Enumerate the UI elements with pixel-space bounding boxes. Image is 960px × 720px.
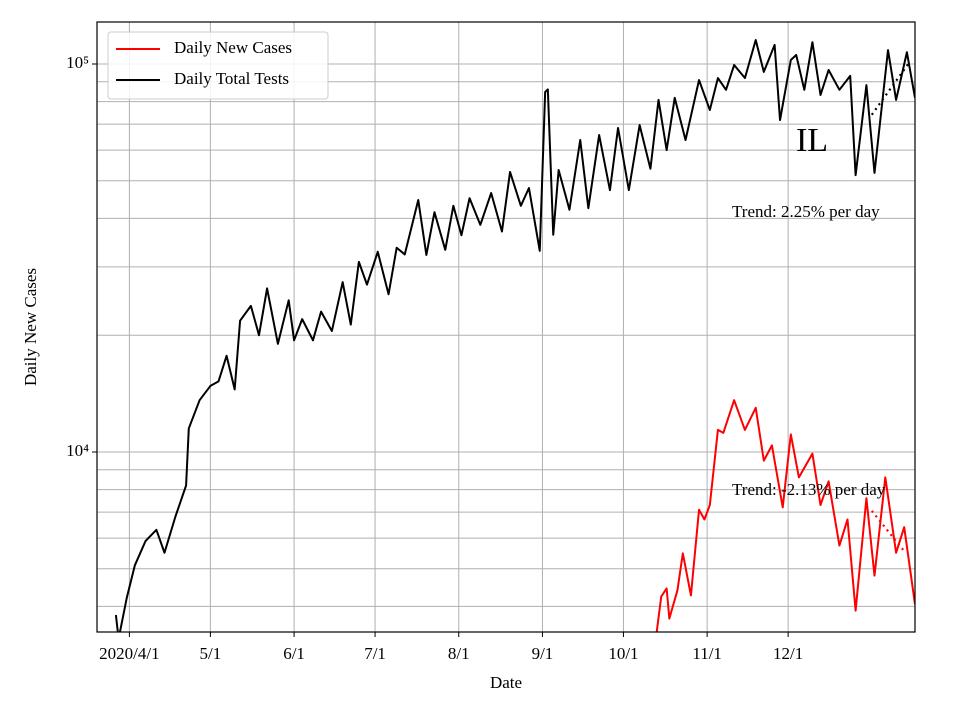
- legend: Daily New Cases Daily Total Tests: [116, 38, 292, 88]
- plot-area: [114, 39, 915, 632]
- x-tick-label: 9/1: [532, 644, 554, 663]
- x-tick-label: 12/1: [773, 644, 803, 663]
- x-tick-label: 2020/4/1: [99, 644, 159, 663]
- legend-label: Daily New Cases: [174, 38, 292, 57]
- trend-label: Trend: 2.25% per day: [732, 202, 880, 221]
- axes-frame: [96, 21, 916, 633]
- x-tick-label: 11/1: [692, 644, 722, 663]
- trend-label: Trend: -2.13% per day: [732, 480, 886, 499]
- x-tick-label: 6/1: [283, 644, 305, 663]
- x-axis-label: Date: [490, 673, 522, 692]
- x-tick-label: 7/1: [364, 644, 386, 663]
- x-tick-label: 10/1: [608, 644, 638, 663]
- y-axis-label: Daily New Cases: [21, 268, 40, 386]
- y-tick-label: 10⁵: [66, 53, 89, 72]
- labels: 2020/4/1 5/1 6/1 7/1 8/1 9/1 10/1 11/1 12/1 10⁴ 10…: [66, 53, 886, 663]
- annotation: IL: [796, 122, 828, 159]
- x-tick-label: 8/1: [448, 644, 470, 663]
- legend-box: [107, 31, 329, 100]
- legend-label: Daily Total Tests: [174, 69, 289, 88]
- trend-line: [870, 510, 906, 552]
- trend-line: [870, 61, 911, 116]
- x-tick-label: 5/1: [200, 644, 222, 663]
- series-line: [655, 399, 915, 632]
- series-line: [114, 39, 915, 632]
- y-tick-label: 10⁴: [66, 441, 89, 460]
